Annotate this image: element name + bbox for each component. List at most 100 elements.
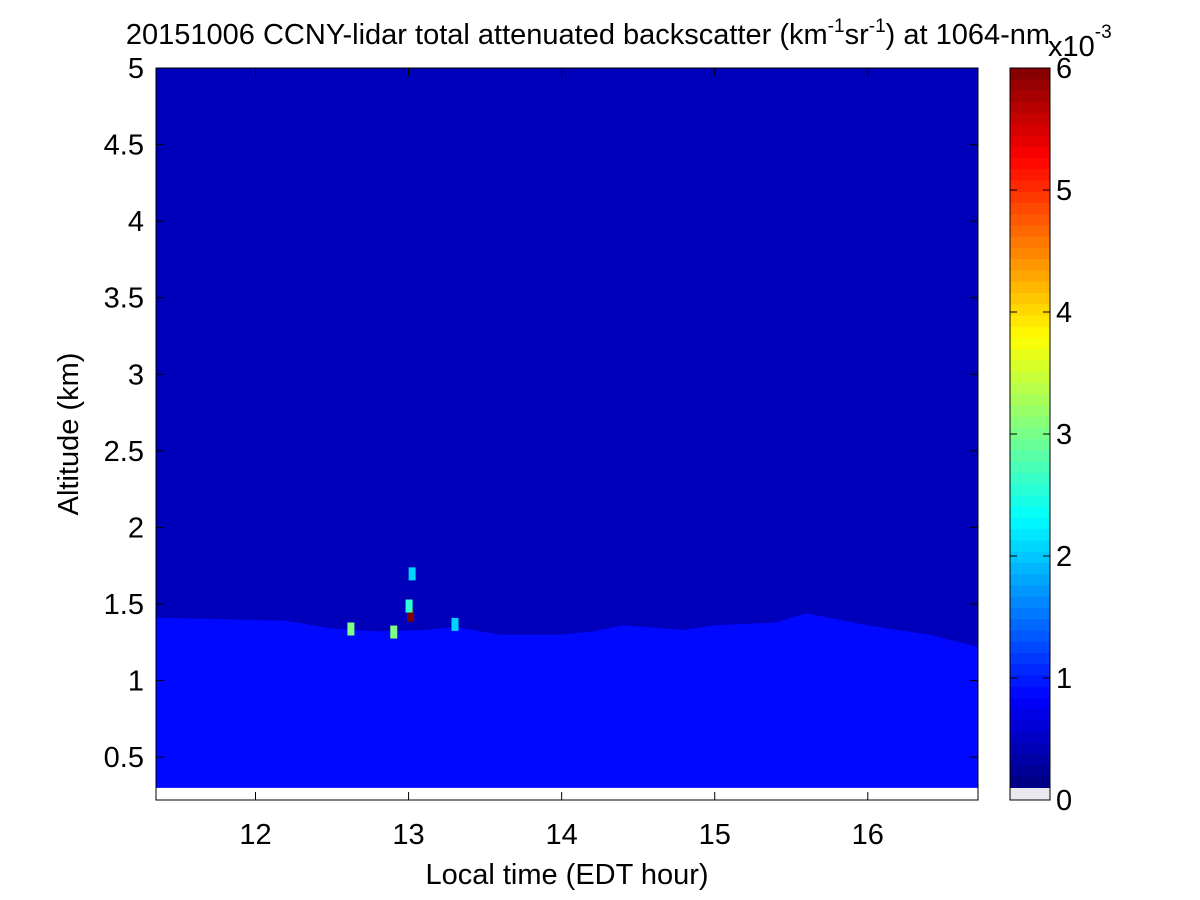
boundary-layer-region	[156, 613, 978, 788]
y-tick-label: 3.5	[104, 283, 144, 315]
backscatter-hotspot	[407, 608, 415, 622]
colorbar-segment	[1010, 101, 1050, 114]
colorbar-segment	[1010, 135, 1050, 148]
colorbar-segment	[1010, 450, 1050, 463]
backscatter-hotspot	[347, 622, 355, 636]
chart-title: 20151006 CCNY-lidar total attenuated bac…	[126, 16, 1050, 51]
x-tick-label: 12	[239, 819, 271, 851]
colorbar-segment	[1010, 169, 1050, 182]
colorbar-tick-label: 0	[1056, 785, 1072, 817]
y-tick-label: 1.5	[104, 589, 144, 621]
colorbar-segment	[1010, 113, 1050, 125]
colorbar-tick-label: 1	[1056, 663, 1072, 695]
colorbar-tick-label: 6	[1056, 53, 1072, 85]
colorbar-tick-label: 4	[1056, 297, 1072, 329]
x-axis-label: Local time (EDT hour)	[425, 859, 708, 891]
colorbar-segment	[1010, 765, 1050, 778]
y-tick-label: 3	[128, 359, 144, 391]
colorbar-segment	[1010, 191, 1050, 204]
colorbar-segment	[1010, 79, 1050, 92]
colorbar-segment	[1010, 439, 1050, 452]
colorbar-segment	[1010, 270, 1050, 283]
colorbar-segment	[1010, 709, 1050, 722]
colorbar-segment	[1010, 326, 1050, 339]
colorbar-segment	[1010, 461, 1050, 474]
colorbar: 0 1 2 3 4 5 6 x10-3	[1009, 22, 1112, 817]
colorbar-segment	[1010, 371, 1050, 384]
colorbar-segment	[1010, 630, 1050, 643]
colorbar-segment	[1010, 214, 1050, 227]
colorbar-tick-label: 2	[1056, 541, 1072, 573]
colorbar-segment	[1010, 574, 1050, 587]
x-axis-ticks: 12 13 14 15 16	[239, 68, 884, 851]
colorbar-segment	[1010, 428, 1050, 440]
x-tick-label: 13	[392, 819, 424, 851]
y-axis-ticks: 0.5 1 1.5 2 2.5 3 3.5 4 4.5 5	[104, 53, 978, 774]
colorbar-segment	[1010, 686, 1050, 699]
heatmap-layer	[156, 68, 978, 788]
colorbar-segment	[1010, 203, 1050, 215]
y-tick-label: 2.5	[104, 436, 144, 468]
colorbar-segment	[1010, 608, 1050, 620]
colorbar-segment	[1010, 259, 1050, 272]
colorbar-segment	[1010, 68, 1050, 80]
colorbar-segment	[1010, 585, 1050, 598]
colorbar-segment	[1010, 664, 1050, 677]
colorbar-segment	[1010, 248, 1050, 260]
colorbar-segment	[1010, 720, 1050, 733]
colorbar-ticks: 0 1 2 3 4 5 6	[1010, 53, 1072, 817]
colorbar-tick-label: 5	[1056, 175, 1072, 207]
colorbar-tick-label: 3	[1056, 419, 1072, 451]
colorbar-segment	[1010, 236, 1050, 249]
colorbar-segment	[1010, 338, 1050, 350]
backscatter-hotspot	[390, 625, 398, 639]
colorbar-segment	[1010, 675, 1050, 688]
y-tick-label: 0.5	[104, 742, 144, 774]
colorbar-segment	[1010, 731, 1050, 744]
colorbar-multiplier: x10-3	[1048, 22, 1112, 63]
y-tick-label: 4	[128, 206, 144, 238]
colorbar-nodata-segment	[1010, 788, 1050, 800]
plot-area: 12 13 14 15 16 0.5 1 1.5 2 2.5 3 3.5 4 4.5 5	[104, 53, 979, 851]
x-tick-label: 15	[699, 819, 731, 851]
backscatter-hotspot	[451, 617, 459, 631]
colorbar-segment	[1010, 180, 1050, 193]
colorbar-segment	[1010, 495, 1050, 508]
colorbar-segment	[1010, 416, 1050, 429]
colorbar-segment	[1010, 563, 1050, 575]
colorbar-segment	[1010, 383, 1050, 395]
plot-frame	[155, 67, 979, 801]
colorbar-segment	[1010, 776, 1050, 789]
colorbar-segment	[1010, 90, 1050, 103]
colorbar-segment	[1010, 304, 1050, 317]
colorbar-segment	[1010, 529, 1050, 542]
colorbar-segment	[1010, 225, 1050, 238]
y-axis-label: Altitude (km)	[53, 353, 85, 516]
colorbar-segment	[1010, 551, 1050, 564]
colorbar-segment	[1010, 698, 1050, 710]
colorbar-segment	[1010, 518, 1050, 530]
colorbar-segment	[1010, 540, 1050, 553]
colorbar-segment	[1010, 653, 1050, 665]
colorbar-segment	[1010, 484, 1050, 497]
colorbar-segment	[1010, 124, 1050, 137]
colorbar-segment	[1010, 506, 1050, 519]
colorbar-segment	[1010, 360, 1050, 373]
y-tick-label: 4.5	[104, 130, 144, 162]
y-tick-label: 1	[128, 666, 144, 698]
colorbar-segment	[1010, 754, 1050, 767]
colorbar-segment	[1010, 619, 1050, 632]
y-tick-label: 2	[128, 512, 144, 544]
colorbar-segment	[1010, 158, 1050, 170]
colorbar-segment	[1010, 146, 1050, 159]
colorbar-segment	[1010, 281, 1050, 294]
backscatter-hotspot	[405, 599, 413, 613]
colorbar-segment	[1010, 473, 1050, 485]
colorbar-segment	[1010, 293, 1050, 305]
colorbar-segment	[1010, 315, 1050, 328]
colorbar-segment	[1010, 349, 1050, 362]
backscatter-hotspot	[408, 567, 416, 581]
colorbar-segment	[1010, 596, 1050, 609]
colorbar-segment	[1010, 394, 1050, 407]
